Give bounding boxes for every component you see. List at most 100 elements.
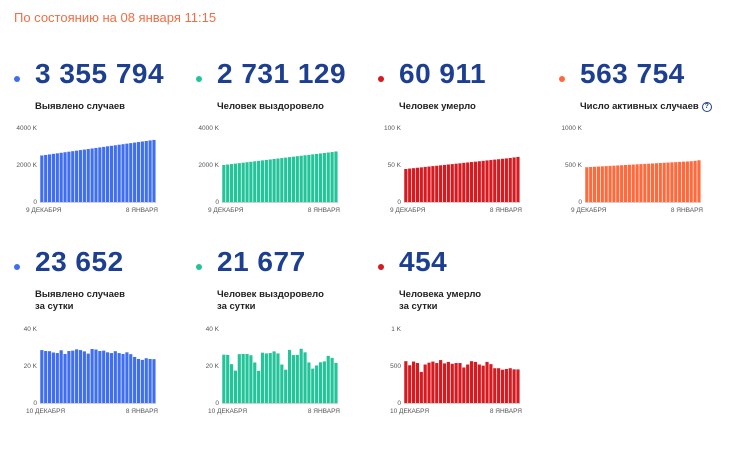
bar bbox=[287, 349, 292, 403]
bar bbox=[454, 163, 458, 202]
bar bbox=[435, 363, 439, 403]
stat-label-line: за сутки bbox=[35, 301, 74, 312]
bar bbox=[226, 164, 230, 202]
y-tick-label: 2000 K bbox=[198, 162, 219, 169]
x-end-label: 8 ЯНВАРЯ bbox=[126, 207, 158, 214]
bar bbox=[67, 351, 71, 403]
recovered-total-card: 2 731 129 Человек выздоровело 0 2000 K 4000 … bbox=[196, 58, 378, 267]
y-tick-label: 1000 K bbox=[561, 125, 582, 132]
bar bbox=[462, 162, 466, 202]
bar bbox=[431, 361, 435, 403]
bar bbox=[485, 160, 489, 202]
bar bbox=[133, 356, 137, 403]
bar bbox=[674, 162, 678, 202]
stat-label: Человека умерло за сутки bbox=[399, 289, 481, 313]
y-tick-label: 0 bbox=[397, 400, 401, 407]
bar bbox=[102, 146, 106, 202]
bar bbox=[639, 164, 643, 202]
bar bbox=[330, 357, 334, 403]
bar bbox=[408, 168, 412, 202]
bar bbox=[257, 370, 261, 403]
y-tick-label: 100 K bbox=[384, 125, 402, 132]
y-tick-label: 4000 K bbox=[16, 125, 37, 132]
bar bbox=[326, 152, 330, 202]
bar bbox=[98, 147, 102, 202]
stat-value: 23 652 bbox=[35, 246, 124, 277]
y-tick-label: 20 K bbox=[24, 363, 38, 370]
bar bbox=[117, 353, 121, 403]
bar bbox=[462, 367, 466, 403]
active-total-card: 563 754 Число активных случаев? 0 500 K 1000… bbox=[559, 58, 730, 267]
bar bbox=[469, 361, 474, 403]
y-tick-label: 500 bbox=[390, 363, 401, 370]
bar bbox=[121, 353, 125, 403]
bar bbox=[315, 365, 319, 403]
bar bbox=[140, 359, 144, 403]
y-tick-label: 0 bbox=[33, 400, 37, 407]
bar bbox=[144, 358, 148, 403]
bar bbox=[94, 349, 98, 403]
bar bbox=[681, 161, 686, 202]
y-tick-label: 0 bbox=[33, 199, 37, 206]
bar bbox=[635, 164, 639, 202]
bar bbox=[71, 151, 75, 202]
bar bbox=[63, 353, 67, 403]
bar bbox=[47, 154, 52, 202]
bar bbox=[264, 353, 268, 403]
bar bbox=[67, 151, 71, 202]
bar bbox=[658, 163, 662, 202]
bar bbox=[318, 153, 323, 202]
bar bbox=[307, 362, 311, 403]
bar bbox=[600, 166, 604, 202]
recovered-daily-card: 21 677 Человек выздоровело за сутки 0 20 K 40… bbox=[196, 246, 378, 455]
bar bbox=[415, 363, 420, 403]
bar bbox=[63, 152, 67, 202]
x-start-label: 9 ДЕКАБРЯ bbox=[26, 207, 62, 214]
info-icon[interactable]: ? bbox=[701, 102, 712, 112]
bar bbox=[144, 140, 148, 202]
stat-value: 2 731 129 bbox=[217, 58, 347, 89]
bar bbox=[117, 144, 121, 202]
bar bbox=[318, 362, 323, 403]
bar bbox=[307, 154, 311, 202]
bar bbox=[458, 363, 462, 403]
bar bbox=[516, 369, 520, 403]
bar bbox=[473, 161, 478, 202]
bar bbox=[423, 166, 427, 202]
bar bbox=[500, 369, 505, 403]
y-tick-label: 40 K bbox=[206, 326, 220, 333]
bar bbox=[693, 160, 697, 202]
x-start-label: 9 ДЕКАБРЯ bbox=[571, 207, 607, 214]
stat-label: Выявлено случаев bbox=[35, 101, 125, 113]
bar bbox=[299, 348, 303, 403]
bar-chart: 0 500 1 K 10 ДЕКАБРЯ 8 ЯНВАРЯ bbox=[390, 326, 522, 415]
bar bbox=[257, 160, 261, 202]
timestamp: По состоянию на 08 января 11:15 bbox=[14, 10, 217, 25]
bar bbox=[442, 164, 447, 202]
bar bbox=[249, 355, 253, 403]
bar bbox=[44, 154, 48, 202]
bullet-dot bbox=[196, 76, 202, 82]
x-end-label: 8 ЯНВАРЯ bbox=[490, 408, 522, 415]
bar bbox=[295, 354, 299, 403]
stat-value: 3 355 794 bbox=[35, 58, 165, 89]
bar bbox=[446, 361, 450, 403]
bar bbox=[229, 164, 234, 202]
bar bbox=[82, 149, 86, 202]
bar bbox=[148, 358, 152, 403]
bar bbox=[466, 162, 470, 202]
bullet-dot bbox=[378, 264, 384, 270]
bar bbox=[264, 159, 268, 202]
bar bbox=[237, 354, 241, 403]
stat-label: Выявлено случаев за сутки bbox=[35, 289, 125, 313]
bar bbox=[477, 161, 481, 202]
bar bbox=[497, 159, 501, 202]
bar bbox=[334, 151, 338, 202]
bar bbox=[508, 157, 512, 202]
bar bbox=[512, 157, 516, 202]
stat-value: 563 754 bbox=[580, 58, 685, 89]
bar bbox=[55, 153, 59, 202]
bar bbox=[627, 164, 631, 202]
bar bbox=[334, 362, 338, 403]
bar bbox=[469, 162, 474, 202]
